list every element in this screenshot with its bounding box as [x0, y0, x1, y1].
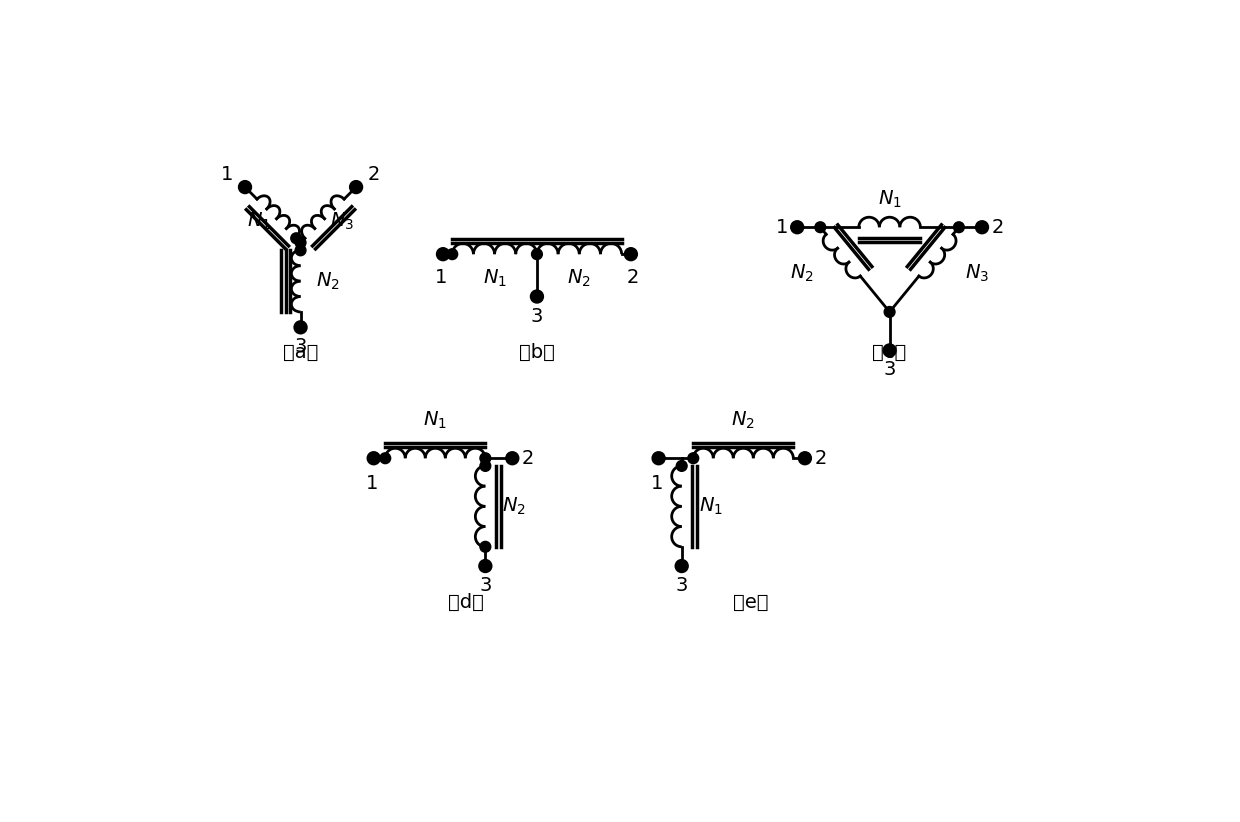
Circle shape	[676, 561, 687, 572]
Circle shape	[815, 222, 826, 233]
Circle shape	[884, 307, 895, 317]
Circle shape	[368, 452, 379, 464]
Circle shape	[446, 249, 458, 260]
Circle shape	[688, 453, 698, 464]
Circle shape	[532, 249, 542, 260]
Text: 3: 3	[676, 576, 688, 595]
Circle shape	[295, 245, 306, 256]
Circle shape	[351, 182, 362, 193]
Circle shape	[480, 561, 491, 572]
Text: 1: 1	[435, 268, 448, 287]
Text: 2: 2	[522, 449, 534, 468]
Text: 1: 1	[221, 165, 233, 184]
Text: 2: 2	[367, 165, 379, 184]
Text: 3: 3	[531, 307, 543, 326]
Circle shape	[954, 222, 965, 233]
Text: 3: 3	[883, 360, 895, 380]
Circle shape	[676, 460, 687, 471]
Circle shape	[506, 452, 518, 464]
Text: $N_2$: $N_2$	[316, 270, 340, 292]
Text: 2: 2	[626, 268, 639, 287]
Text: $N_1$: $N_1$	[482, 268, 507, 289]
Circle shape	[295, 238, 306, 248]
Text: $N_1$: $N_1$	[878, 189, 901, 210]
Text: $N_2$: $N_2$	[790, 263, 815, 284]
Text: 1: 1	[775, 218, 787, 237]
Circle shape	[295, 321, 306, 333]
Text: $N_2$: $N_2$	[568, 268, 591, 289]
Circle shape	[438, 248, 449, 260]
Text: 2: 2	[991, 218, 1003, 237]
Circle shape	[799, 452, 811, 464]
Circle shape	[625, 248, 636, 260]
Text: （a）: （a）	[283, 343, 319, 362]
Circle shape	[480, 460, 491, 471]
Text: $N_3$: $N_3$	[330, 210, 353, 232]
Circle shape	[480, 542, 491, 552]
Circle shape	[791, 221, 804, 233]
Text: （d）: （d）	[448, 593, 484, 612]
Circle shape	[480, 453, 491, 464]
Circle shape	[884, 344, 895, 356]
Text: $N_1$: $N_1$	[247, 210, 272, 232]
Text: 3: 3	[294, 336, 306, 356]
Text: （c）: （c）	[873, 343, 906, 362]
Circle shape	[531, 291, 543, 302]
Text: 1: 1	[651, 473, 663, 492]
Circle shape	[379, 453, 391, 464]
Circle shape	[652, 452, 665, 464]
Text: $N_3$: $N_3$	[965, 263, 990, 284]
Text: $N_1$: $N_1$	[423, 410, 448, 432]
Text: $N_2$: $N_2$	[502, 496, 526, 517]
Text: 1: 1	[366, 473, 378, 492]
Circle shape	[291, 233, 301, 243]
Text: $N_2$: $N_2$	[732, 410, 755, 432]
Text: （e）: （e）	[733, 593, 769, 612]
Text: 2: 2	[815, 449, 827, 468]
Circle shape	[239, 182, 250, 193]
Text: （b）: （b）	[520, 343, 554, 362]
Circle shape	[976, 221, 988, 233]
Text: $N_1$: $N_1$	[698, 496, 723, 517]
Text: 3: 3	[479, 576, 491, 595]
